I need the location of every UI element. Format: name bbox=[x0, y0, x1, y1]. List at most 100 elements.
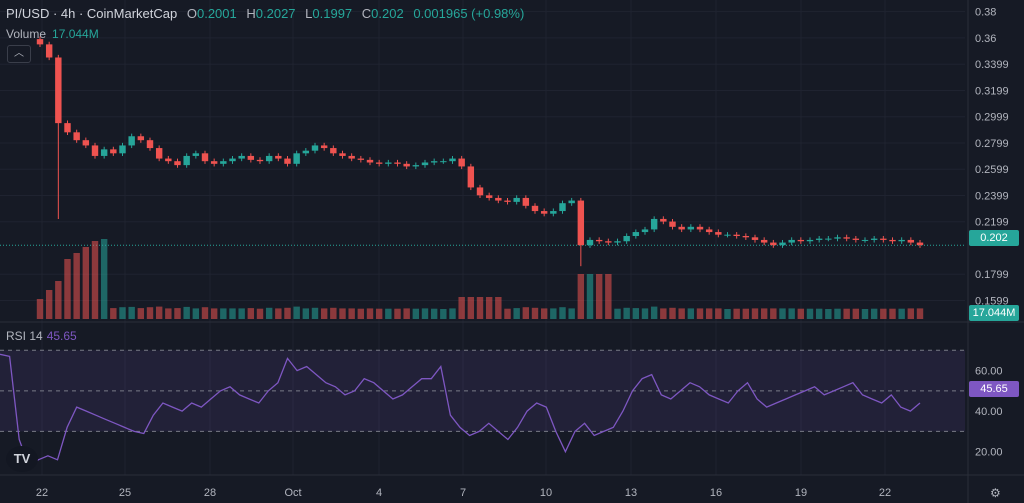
candle bbox=[577, 200, 585, 246]
volume-bar bbox=[907, 308, 915, 319]
candle bbox=[495, 197, 502, 201]
candle bbox=[146, 140, 154, 149]
volume-bar bbox=[632, 308, 640, 319]
volume-bar bbox=[724, 309, 731, 319]
candle bbox=[119, 145, 126, 154]
price-axis-tick-5: 0.2799 bbox=[975, 138, 1009, 150]
volume-bar bbox=[650, 306, 658, 319]
candle bbox=[394, 162, 401, 164]
volume-bar bbox=[375, 308, 383, 319]
candle bbox=[238, 155, 245, 159]
candle bbox=[320, 145, 328, 149]
candle bbox=[55, 57, 62, 124]
volume-bar bbox=[788, 308, 795, 319]
volume-bar bbox=[715, 308, 722, 319]
volume-bar bbox=[770, 308, 777, 319]
volume-bar bbox=[870, 308, 878, 319]
candle bbox=[522, 197, 530, 206]
volume-label: Volume bbox=[6, 27, 47, 41]
candle bbox=[91, 145, 99, 156]
volume-bar bbox=[385, 308, 392, 319]
volume-bar bbox=[91, 241, 99, 319]
candle bbox=[302, 150, 310, 154]
ohlc-legend: PI/USD · 4h · CoinMarketCap O0.2001 H0.2… bbox=[6, 6, 525, 21]
x-axis-tick-2: 28 bbox=[204, 487, 216, 499]
candle bbox=[550, 211, 557, 214]
price-axis-tick-8: 0.2199 bbox=[975, 217, 1009, 229]
price-axis-tick-0: 0.38 bbox=[975, 7, 996, 19]
candle bbox=[476, 187, 484, 196]
volume-legend: Volume 17.044M bbox=[6, 27, 99, 41]
candle bbox=[595, 239, 603, 242]
volume-bar bbox=[421, 308, 429, 319]
candle bbox=[898, 239, 905, 242]
volume-bar bbox=[36, 299, 44, 319]
volume-bar bbox=[82, 247, 90, 319]
rsi-axis-tick-0: 60.00 bbox=[975, 366, 1003, 378]
tradingview-logo[interactable]: TV bbox=[6, 446, 38, 472]
volume-bar bbox=[403, 308, 410, 319]
candle bbox=[357, 158, 365, 160]
gear-icon[interactable]: ⚙ bbox=[990, 486, 1001, 500]
volume-bar bbox=[779, 308, 786, 319]
volume-bar bbox=[128, 306, 135, 319]
candle bbox=[513, 197, 520, 202]
volume-bar bbox=[302, 308, 310, 319]
volume-bar bbox=[201, 307, 209, 319]
volume-bar bbox=[440, 309, 447, 319]
candle bbox=[339, 153, 346, 156]
candle bbox=[843, 237, 850, 239]
candle bbox=[421, 162, 429, 166]
rsi-label: RSI 14 bbox=[6, 329, 43, 343]
price-axis-tick-1: 0.36 bbox=[975, 33, 996, 45]
candle bbox=[330, 148, 337, 154]
x-axis-tick-10: 22 bbox=[879, 487, 891, 499]
candle bbox=[760, 239, 768, 243]
volume-bar bbox=[238, 308, 245, 319]
volume-bar bbox=[357, 308, 365, 319]
candle bbox=[73, 132, 80, 141]
candle bbox=[467, 166, 475, 188]
volume-bar bbox=[504, 308, 511, 319]
volume-bar bbox=[495, 297, 502, 319]
price-axis-tick-7: 0.2399 bbox=[975, 190, 1009, 202]
volume-bar bbox=[64, 259, 71, 319]
candle bbox=[870, 238, 878, 240]
volume-bar bbox=[100, 239, 108, 319]
volume-bar bbox=[256, 308, 264, 319]
volume-bar bbox=[55, 281, 62, 319]
volume-bar bbox=[165, 308, 172, 319]
volume-bar bbox=[742, 308, 750, 319]
volume-bar bbox=[880, 308, 887, 319]
candle bbox=[458, 158, 465, 167]
candle bbox=[128, 136, 135, 146]
volume-bar bbox=[412, 308, 420, 319]
change-value: 0.001965 (+0.98%) bbox=[413, 6, 525, 21]
candle bbox=[806, 239, 814, 242]
chevron-up-icon[interactable]: ︿ bbox=[7, 45, 31, 63]
volume-bar bbox=[825, 309, 832, 319]
candle bbox=[852, 238, 860, 240]
rsi-value: 45.65 bbox=[46, 329, 77, 343]
low-value: 0.1997 bbox=[312, 6, 353, 21]
candle bbox=[687, 226, 695, 230]
volume-bar bbox=[797, 308, 805, 319]
candle bbox=[568, 200, 575, 204]
volume-bar bbox=[476, 297, 484, 319]
rsi-legend: RSI 14 45.65 bbox=[6, 329, 77, 343]
volume-bar bbox=[430, 308, 438, 319]
candle bbox=[632, 232, 640, 236]
candle bbox=[82, 140, 90, 146]
candle bbox=[733, 234, 740, 236]
candle bbox=[788, 239, 795, 243]
volume-bar bbox=[806, 308, 814, 319]
volume-bar bbox=[687, 308, 695, 319]
volume-bar bbox=[192, 308, 200, 319]
candle bbox=[559, 203, 566, 212]
volume-bar bbox=[247, 308, 255, 319]
volume-bar bbox=[669, 307, 676, 319]
candle bbox=[705, 229, 713, 233]
volume-bar bbox=[614, 308, 621, 319]
close-value: 0.202 bbox=[371, 6, 404, 21]
